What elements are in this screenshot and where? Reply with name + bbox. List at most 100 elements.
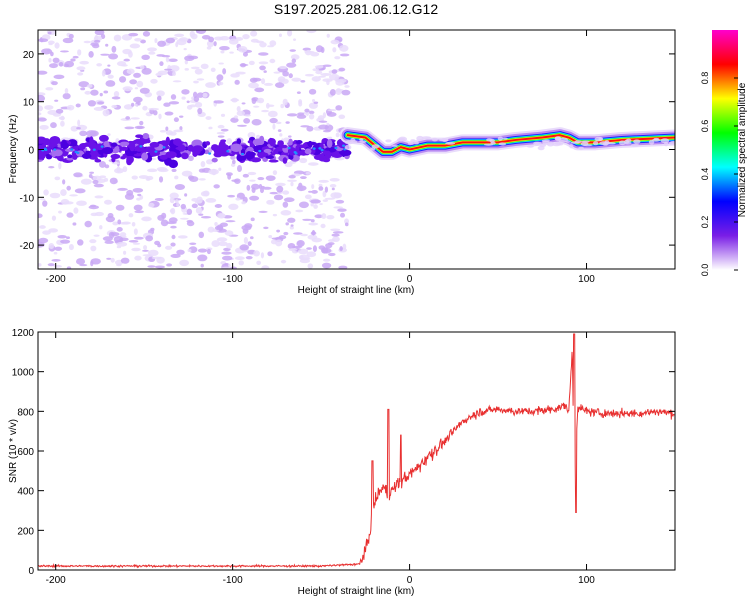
noise-blob [174, 33, 185, 38]
noise-blob [73, 172, 83, 178]
noise-blob [269, 40, 277, 47]
noise-blob [154, 265, 165, 269]
spectrogram-heatmap [38, 30, 675, 269]
noise-blob [150, 227, 155, 232]
noise-blob [60, 120, 65, 127]
snr-ytick-label: 1200 [12, 328, 35, 339]
noise-blob [141, 54, 150, 61]
ridge-wisp [497, 136, 503, 141]
noise-blob [287, 243, 296, 250]
noise-blob [39, 198, 46, 201]
noise-blob [119, 232, 127, 237]
noise-hot-blob [293, 151, 297, 154]
noise-blob [134, 210, 145, 214]
noise-blob [38, 105, 44, 112]
noise-hot-blob [241, 152, 245, 156]
noise-blob [269, 58, 276, 64]
noise-blob [38, 94, 46, 102]
noise-blob [237, 45, 248, 53]
noise-core-blob [288, 138, 293, 145]
noise-blob [236, 110, 246, 116]
noise-blob [115, 204, 125, 211]
noise-blob [114, 168, 124, 174]
noise-blob [311, 189, 318, 194]
noise-core-blob [295, 145, 300, 152]
noise-blob [287, 30, 293, 37]
noise-core-blob [135, 134, 144, 139]
noise-blob [176, 249, 185, 255]
noise-blob [139, 120, 144, 126]
ridge-wisp [413, 141, 420, 145]
noise-blob [179, 115, 184, 118]
spectrogram-xtick-label: -100 [223, 274, 243, 285]
noise-blob [133, 228, 138, 235]
noise-blob [291, 245, 303, 249]
noise-blob [277, 129, 282, 132]
noise-blob [216, 74, 224, 81]
noise-blob [141, 67, 152, 75]
noise-blob [70, 58, 76, 62]
noise-core-blob [67, 154, 73, 159]
noise-blob [234, 79, 240, 85]
noise-blob [126, 189, 134, 196]
noise-blob [80, 178, 92, 185]
noise-blob [247, 131, 256, 139]
noise-blob [190, 66, 200, 70]
noise-hot-blob [342, 144, 346, 147]
noise-blob [72, 222, 77, 226]
noise-blob [344, 218, 350, 225]
ridge-wisp [416, 135, 424, 141]
noise-blob [84, 220, 92, 228]
noise-blob [253, 105, 260, 108]
spectrogram-xlabel: Height of straight line (km) [298, 285, 415, 296]
noise-blob [113, 34, 122, 42]
colorbar-tick-label: 0.2 [700, 216, 710, 229]
noise-blob [285, 222, 289, 226]
noise-blob [48, 58, 52, 63]
noise-blob [52, 57, 60, 63]
noise-blob [142, 105, 148, 111]
noise-blob [53, 74, 65, 80]
noise-blob [44, 105, 54, 110]
noise-blob [275, 182, 286, 187]
noise-blob [289, 225, 294, 230]
noise-blob [121, 221, 131, 225]
noise-blob [155, 72, 164, 77]
noise-blob [344, 222, 349, 227]
noise-blob [314, 214, 324, 219]
noise-blob [308, 190, 312, 193]
noise-blob [234, 256, 245, 261]
noise-core-blob [213, 151, 223, 158]
noise-blob [45, 87, 54, 91]
noise-hot-blob [53, 148, 57, 151]
noise-blob [171, 234, 176, 240]
noise-blob [210, 67, 216, 72]
noise-blob [299, 176, 307, 179]
noise-blob [77, 72, 84, 76]
noise-blob [312, 245, 317, 253]
ridge-wisp [592, 141, 599, 146]
noise-blob [120, 257, 130, 264]
noise-blob [137, 101, 141, 106]
noise-blob [195, 207, 203, 214]
noise-core-blob [94, 159, 102, 163]
noise-blob [232, 159, 236, 165]
noise-core-blob [149, 141, 160, 148]
noise-blob [83, 40, 92, 44]
noise-blob [206, 159, 214, 165]
colorbar-gradient [712, 30, 738, 270]
noise-core-blob [103, 140, 110, 149]
snr-ytick-label: 1000 [12, 368, 35, 379]
noise-blob [186, 219, 194, 223]
noise-core-blob [268, 159, 279, 163]
noise-blob [231, 97, 238, 103]
noise-blob [258, 52, 269, 56]
noise-blob [53, 264, 63, 268]
noise-blob [124, 126, 135, 130]
noise-blob [196, 196, 203, 204]
noise-blob [269, 117, 278, 124]
ridge-wisp [605, 142, 616, 145]
noise-blob [265, 175, 276, 181]
noise-core-blob [51, 149, 57, 158]
noise-core-blob [282, 157, 288, 164]
